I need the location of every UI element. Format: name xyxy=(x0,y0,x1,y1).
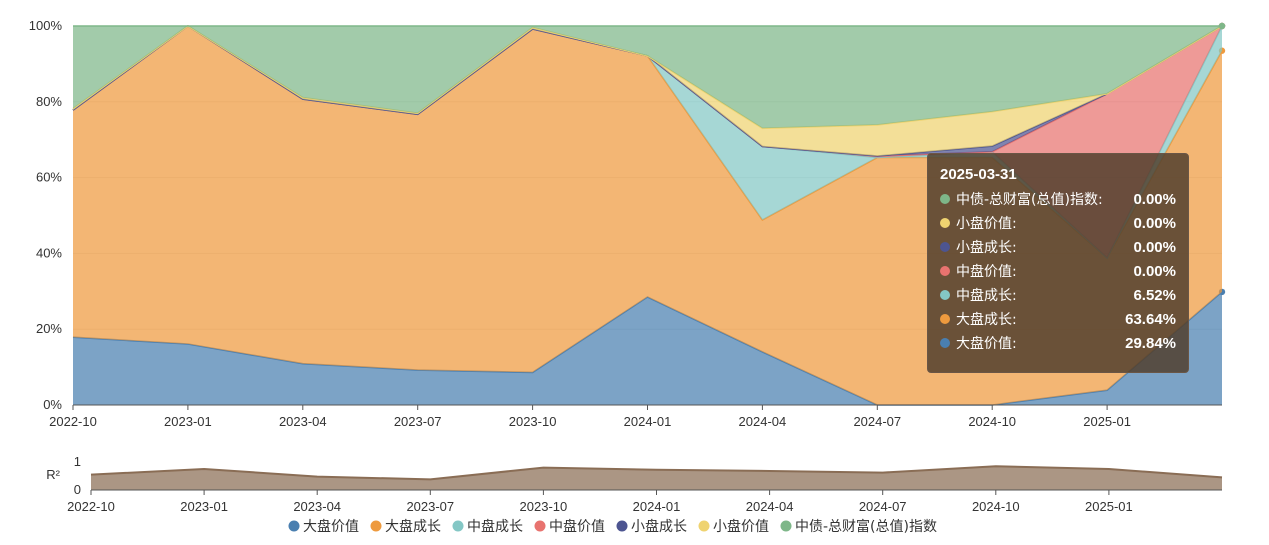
tooltip-value: 0.00% xyxy=(1133,238,1176,256)
x-tick-label: 2025-01 xyxy=(1083,414,1131,429)
r2-x-tick-label: 2024-07 xyxy=(859,499,907,514)
r2-line xyxy=(90,465,1223,481)
r2-x-tick-label: 2023-07 xyxy=(406,499,454,514)
legend-label: 中盘成长 xyxy=(467,518,523,535)
r2-x-tick-label: 2024-04 xyxy=(746,499,794,514)
tooltip-value: 6.52% xyxy=(1133,286,1176,304)
legend-label: 大盘成长 xyxy=(385,518,441,535)
y-tick-label: 0% xyxy=(43,397,62,412)
legend-label: 大盘价值 xyxy=(303,518,359,535)
r2-x-tick-label: 2025-01 xyxy=(1085,499,1133,514)
legend-marker xyxy=(616,520,628,532)
legend-marker xyxy=(534,520,546,532)
tooltip-dot xyxy=(940,314,950,324)
tooltip-value: 0.00% xyxy=(1133,214,1176,232)
tooltip-dot xyxy=(940,242,950,252)
series-area-6 xyxy=(73,26,1222,129)
tooltip-name: 小盘价值: xyxy=(956,216,1017,232)
tooltip-name: 中债-总财富(总值)指数: xyxy=(956,192,1103,208)
x-tick-label: 2024-04 xyxy=(739,414,787,429)
tooltip-row: 小盘成长: 0.00% xyxy=(940,235,1176,259)
legend-marker xyxy=(370,520,382,532)
tooltip-value: 29.84% xyxy=(1125,334,1176,352)
tooltip-dot xyxy=(940,338,950,348)
tooltip-date: 2025-03-31 xyxy=(940,166,1017,183)
x-tick-label: 2023-01 xyxy=(164,414,212,429)
x-tick-label: 2024-07 xyxy=(853,414,901,429)
y-tick-label: 100% xyxy=(29,18,63,33)
x-tick-label: 2024-10 xyxy=(968,414,1016,429)
tooltip-value: 0.00% xyxy=(1133,190,1176,208)
legend-label: 小盘价值 xyxy=(713,518,769,535)
tooltip-dot xyxy=(940,194,950,204)
x-tick-label: 2024-01 xyxy=(624,414,672,429)
tooltip-value: 63.64% xyxy=(1125,310,1176,328)
r2-y-tick-label: 1 xyxy=(74,454,81,469)
tooltip: 2025-03-31 中债-总财富(总值)指数: 0.00% 小盘价值: 0.0… xyxy=(927,153,1189,373)
series-area-0 xyxy=(73,291,1222,405)
r2-x-tick-label: 2022-10 xyxy=(67,499,115,514)
legend-label: 中债-总财富(总值)指数 xyxy=(795,518,937,535)
legend-marker xyxy=(452,520,464,532)
legend-marker xyxy=(698,520,710,532)
r2-chart: R² 0 1 2022-10 2023-01 2023-04 2023-07 2023-10 2… xyxy=(46,454,1223,514)
r2-x-tick-label: 2023-10 xyxy=(520,499,568,514)
tooltip-dot xyxy=(940,290,950,300)
tooltip-dot xyxy=(940,218,950,228)
legend: 大盘价值 大盘成长 中盘成长 中盘价值 小盘成长 小盘价值 中债-总财富(总值)指数 xyxy=(288,518,937,535)
tooltip-name: 大盘成长: xyxy=(956,312,1017,328)
tooltip-dot xyxy=(940,266,950,276)
r2-x-tick-label: 2024-10 xyxy=(972,499,1020,514)
tooltip-row: 中盘成长: 6.52% xyxy=(940,283,1176,307)
x-tick-label: 2023-10 xyxy=(509,414,557,429)
tooltip-row: 大盘成长: 63.64% xyxy=(940,307,1176,331)
x-tick-label: 2022-10 xyxy=(49,414,97,429)
tooltip-row: 中盘价值: 0.00% xyxy=(940,259,1176,283)
r2-y-tick-label: 0 xyxy=(74,482,81,497)
tooltip-row: 中债-总财富(总值)指数: 0.00% xyxy=(940,187,1176,211)
r2-area xyxy=(91,466,1222,490)
main-axes: 0% 20% 40% 60% 80% 100% 2022-10 2023-01 2023-04 2… xyxy=(29,18,1222,429)
y-tick-label: 60% xyxy=(36,170,62,185)
x-tick-label: 2023-04 xyxy=(279,414,327,429)
r2-x-tick-label: 2023-04 xyxy=(293,499,341,514)
tooltip-row: 大盘价值: 29.84% xyxy=(940,331,1176,355)
r2-x-tick-label: 2023-01 xyxy=(180,499,228,514)
series-area-5 xyxy=(73,26,1222,156)
y-tick-label: 20% xyxy=(36,321,62,336)
y-tick-label: 80% xyxy=(36,94,62,109)
legend-marker xyxy=(288,520,300,532)
tooltip-name: 中盘价值: xyxy=(956,264,1017,280)
x-tick-label: 2023-07 xyxy=(394,414,442,429)
r2-ylabel: R² xyxy=(46,467,60,482)
y-tick-label: 40% xyxy=(36,245,62,260)
series-point-6 xyxy=(1218,22,1226,30)
legend-label: 中盘价值 xyxy=(549,518,605,535)
legend-label: 小盘成长 xyxy=(631,518,687,535)
tooltip-name: 大盘价值: xyxy=(956,336,1017,352)
legend-marker xyxy=(780,520,792,532)
tooltip-name: 小盘成长: xyxy=(956,240,1017,256)
tooltip-row: 小盘价值: 0.00% xyxy=(940,211,1176,235)
tooltip-name: 中盘成长: xyxy=(956,288,1017,304)
tooltip-value: 0.00% xyxy=(1133,262,1176,280)
r2-x-tick-label: 2024-01 xyxy=(633,499,681,514)
